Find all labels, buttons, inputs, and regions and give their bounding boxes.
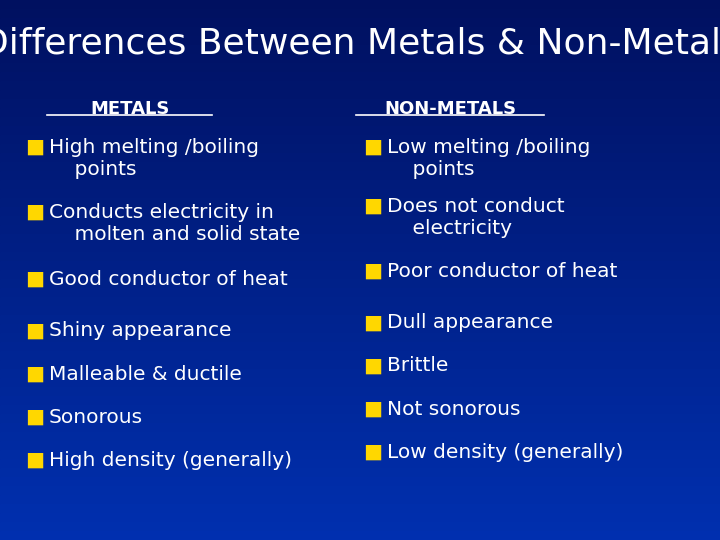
Text: High melting /boiling
    points: High melting /boiling points (49, 138, 259, 179)
Bar (0, 99, 720, 108)
Bar (0, 432, 720, 441)
Bar (0, 297, 720, 306)
Text: ■: ■ (364, 356, 382, 375)
Bar (0, 144, 720, 153)
Bar (0, 513, 720, 522)
Bar (0, 18, 720, 27)
Bar (0, 108, 720, 117)
Bar (0, 180, 720, 189)
Text: NON-METALS: NON-METALS (384, 100, 516, 118)
Text: METALS: METALS (90, 100, 169, 118)
Text: Not sonorous: Not sonorous (387, 400, 521, 419)
Bar (0, 198, 720, 207)
Text: ■: ■ (364, 443, 382, 462)
Bar (0, 342, 720, 351)
Bar (0, 405, 720, 414)
Bar (0, 36, 720, 45)
Bar (0, 315, 720, 324)
Bar (0, 126, 720, 135)
Text: ■: ■ (25, 408, 44, 427)
Bar (0, 216, 720, 225)
Text: ■: ■ (25, 270, 44, 289)
Bar (0, 90, 720, 99)
Bar (0, 189, 720, 198)
Bar (0, 459, 720, 468)
Bar (0, 306, 720, 315)
Bar (0, 243, 720, 252)
Bar (0, 414, 720, 423)
Text: ■: ■ (25, 364, 44, 383)
Bar (0, 72, 720, 81)
Bar (0, 117, 720, 126)
Bar (0, 135, 720, 144)
Bar (0, 396, 720, 405)
Bar (0, 81, 720, 90)
Bar (0, 63, 720, 72)
Bar (0, 288, 720, 297)
Bar (0, 261, 720, 270)
Text: ■: ■ (25, 321, 44, 340)
Bar (0, 234, 720, 243)
Bar (0, 324, 720, 333)
Text: ■: ■ (364, 400, 382, 419)
Bar (0, 504, 720, 513)
Bar (0, 423, 720, 432)
Bar (0, 522, 720, 531)
Text: Differences Between Metals & Non-Metals: Differences Between Metals & Non-Metals (0, 27, 720, 61)
Bar (0, 279, 720, 288)
Text: Dull appearance: Dull appearance (387, 313, 554, 332)
Text: Poor conductor of heat: Poor conductor of heat (387, 262, 618, 281)
Bar (0, 369, 720, 378)
Text: Shiny appearance: Shiny appearance (49, 321, 231, 340)
Text: Conducts electricity in
    molten and solid state: Conducts electricity in molten and solid… (49, 202, 300, 244)
Bar (0, 153, 720, 162)
Bar (0, 162, 720, 171)
Bar (0, 225, 720, 234)
Bar (0, 207, 720, 216)
Bar (0, 531, 720, 540)
Text: ■: ■ (25, 451, 44, 470)
Bar (0, 360, 720, 369)
Bar (0, 252, 720, 261)
Text: Brittle: Brittle (387, 356, 449, 375)
Bar (0, 495, 720, 504)
Text: Low density (generally): Low density (generally) (387, 443, 624, 462)
Bar (0, 477, 720, 486)
Bar (0, 270, 720, 279)
Bar (0, 27, 720, 36)
Bar (0, 450, 720, 459)
Text: ■: ■ (25, 138, 44, 157)
Text: ■: ■ (364, 262, 382, 281)
Text: Malleable & ductile: Malleable & ductile (49, 364, 242, 383)
Text: ■: ■ (364, 313, 382, 332)
Text: Sonorous: Sonorous (49, 408, 143, 427)
Text: Low melting /boiling
    points: Low melting /boiling points (387, 138, 590, 179)
Bar (0, 378, 720, 387)
Text: Does not conduct
    electricity: Does not conduct electricity (387, 197, 565, 238)
Text: Good conductor of heat: Good conductor of heat (49, 270, 288, 289)
Text: ■: ■ (364, 138, 382, 157)
Bar (0, 351, 720, 360)
Bar (0, 486, 720, 495)
Bar (0, 45, 720, 54)
Bar (0, 387, 720, 396)
Bar (0, 468, 720, 477)
Bar (0, 171, 720, 180)
Text: High density (generally): High density (generally) (49, 451, 292, 470)
Bar (0, 0, 720, 9)
Bar (0, 441, 720, 450)
Text: ■: ■ (364, 197, 382, 216)
Bar (0, 54, 720, 63)
Text: ■: ■ (25, 202, 44, 221)
Bar (0, 9, 720, 18)
Bar (0, 333, 720, 342)
